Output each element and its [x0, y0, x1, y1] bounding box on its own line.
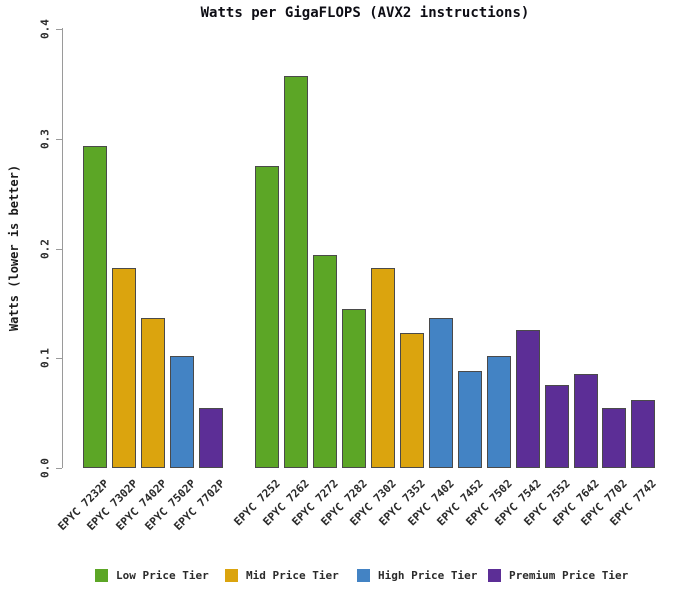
bar-epyc-7302p — [112, 268, 137, 468]
y-tick-label: 0.2 — [38, 238, 52, 259]
bar-epyc-7702 — [602, 407, 627, 468]
y-tick-label: 0.3 — [38, 128, 52, 149]
bar-epyc-7302 — [371, 268, 396, 468]
bar-epyc-7742 — [631, 399, 656, 468]
legend-item-mid-tier: Mid Price Tier — [225, 565, 339, 582]
legend-item-low-tier: Low Price Tier — [95, 565, 209, 582]
legend-swatch-mid-tier — [225, 569, 238, 582]
y-tick-mark — [56, 29, 62, 30]
legend-label-high-tier: High Price Tier — [378, 569, 478, 582]
legend-swatch-high-tier — [357, 569, 370, 582]
bar-epyc-7282 — [342, 308, 367, 468]
bar-epyc-7502p — [170, 356, 195, 468]
bar-epyc-7552 — [544, 384, 569, 468]
legend-label-premium-tier: Premium Price Tier — [509, 569, 629, 582]
bar-epyc-7642 — [573, 373, 598, 468]
legend-swatch-premium-tier — [488, 569, 501, 582]
legend-item-high-tier: High Price Tier — [357, 565, 478, 582]
y-tick-mark — [56, 248, 62, 250]
y-tick-label: 0.0 — [38, 458, 52, 478]
bar-epyc-7502 — [486, 356, 511, 468]
chart-title: Watts per GigaFLOPS (AVX2 instructions) — [200, 5, 530, 21]
bar-epyc-7542 — [515, 329, 540, 468]
y-axis-label: Watts (lower is better) — [7, 164, 21, 332]
bar-epyc-7402p — [141, 317, 166, 468]
bar-epyc-7272 — [313, 255, 338, 468]
y-axis-line — [62, 28, 63, 468]
y-tick-mark — [56, 468, 62, 469]
bar-epyc-7452 — [457, 371, 482, 468]
bar-epyc-7262 — [284, 76, 309, 468]
bar-epyc-7352 — [399, 333, 424, 468]
legend-label-low-tier: Low Price Tier — [116, 569, 209, 582]
bar-epyc-7232p — [83, 146, 107, 468]
y-tick-mark — [56, 358, 62, 360]
legend-label-mid-tier: Mid Price Tier — [246, 569, 339, 582]
y-tick-mark — [56, 138, 62, 140]
bar-epyc-7252 — [255, 166, 280, 468]
bar-epyc-7402 — [428, 317, 453, 468]
legend-swatch-low-tier — [95, 569, 108, 582]
legend-item-premium-tier: Premium Price Tier — [488, 565, 629, 582]
bar-epyc-7702p — [199, 407, 224, 468]
y-tick-label: 0.4 — [38, 19, 52, 39]
y-tick-label: 0.1 — [38, 348, 52, 369]
